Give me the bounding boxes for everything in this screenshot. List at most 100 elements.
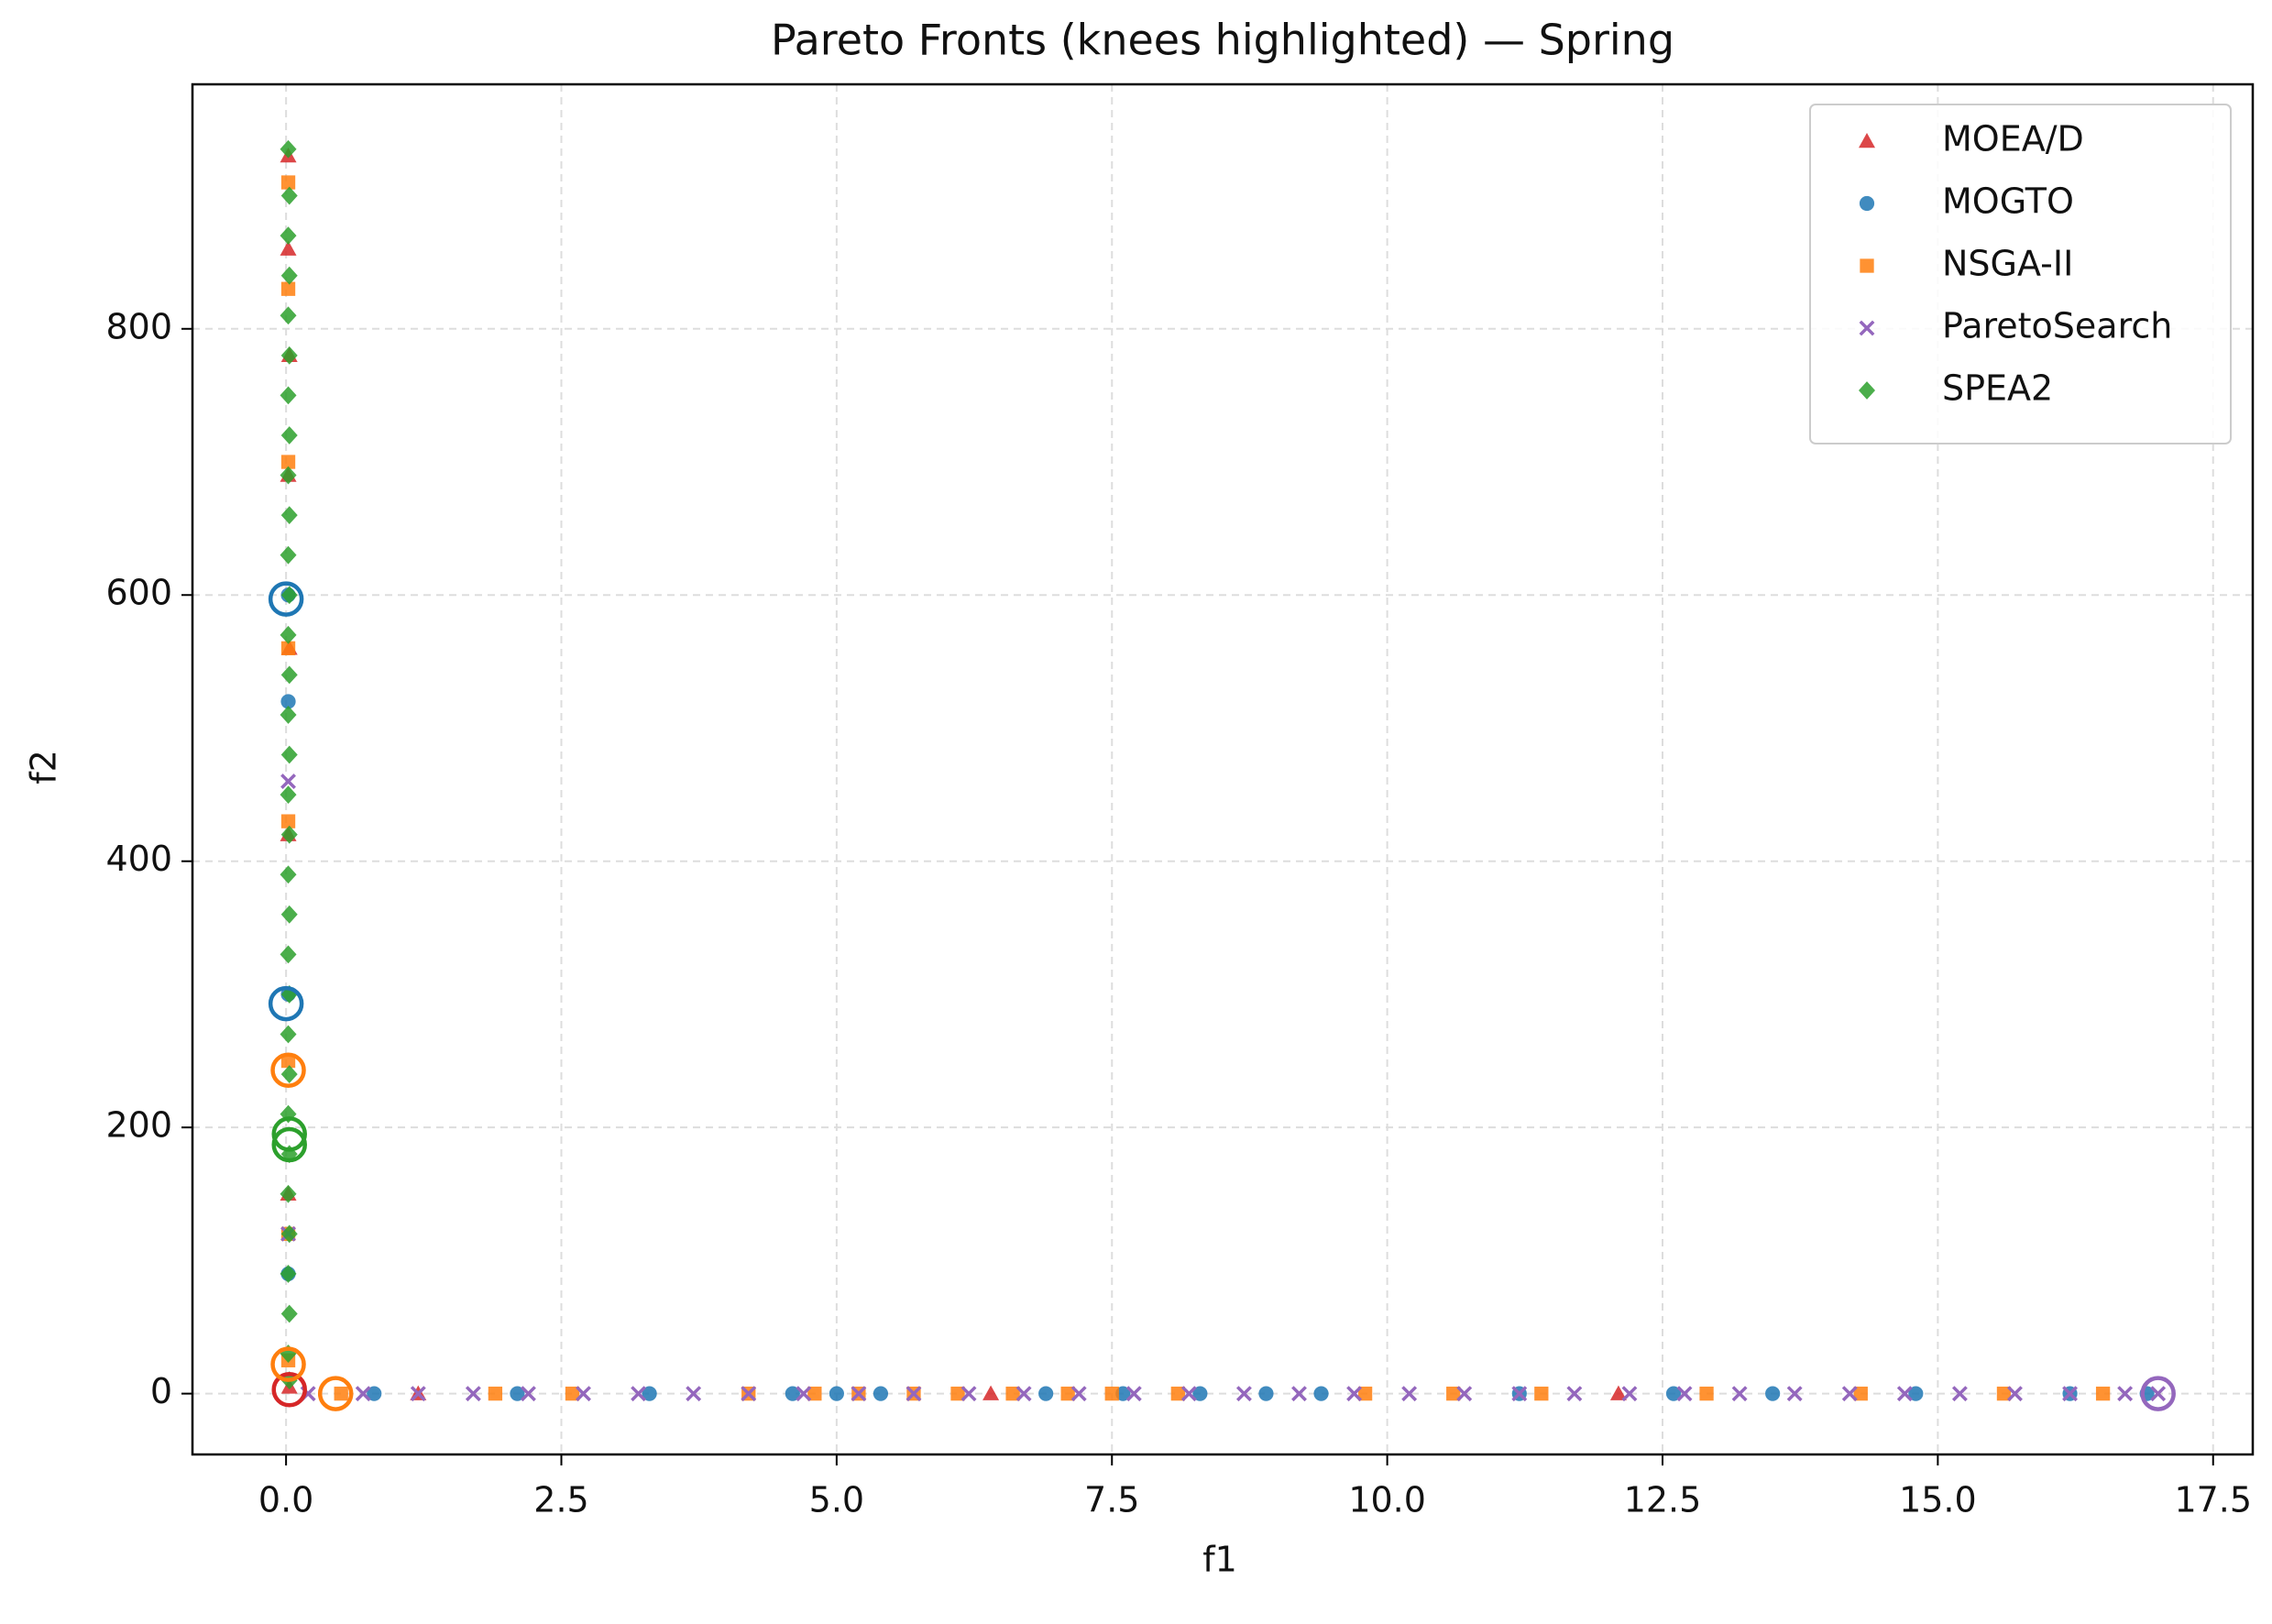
point [488,1386,503,1401]
point [280,139,297,159]
y-tick-label: 600 [105,573,172,613]
point [851,1386,867,1402]
point [280,1304,298,1323]
point [1699,1386,1714,1401]
point [280,1104,297,1124]
point [982,1385,1000,1400]
knee-marker [271,1372,307,1408]
point [280,466,297,485]
point [1951,1386,1968,1402]
point [576,1386,591,1402]
point [280,281,296,296]
knee-marker [270,1052,306,1088]
point [2007,1386,2023,1402]
point [410,1386,426,1402]
x-axis-label: f1 [1202,1540,1237,1580]
point [1765,1386,1781,1401]
point [280,625,297,644]
knee-marker [270,1346,306,1382]
x-tick-label: 0.0 [258,1480,313,1520]
x-tick-label: 17.5 [2174,1480,2252,1520]
point [1621,1386,1638,1402]
point [1676,1386,1693,1402]
point [785,1386,800,1401]
y-tick-label: 0 [150,1371,172,1411]
x-tick-label: 5.0 [809,1480,864,1520]
point [280,706,297,724]
point [280,306,297,325]
point [1180,1386,1197,1402]
plot-frame [191,82,2255,1456]
point [280,945,297,964]
point [1070,1386,1087,1402]
point [1346,1386,1363,1402]
point [1401,1386,1418,1402]
point [280,825,298,844]
point [280,865,297,884]
point [2117,1386,2134,1402]
knee-marker [271,1116,307,1152]
point [334,1386,348,1401]
point [1446,1386,1461,1401]
point [2095,1386,2111,1401]
point [1665,1386,1682,1401]
legend-marker [1859,133,1875,148]
point [280,545,297,565]
point [280,1025,297,1044]
point [510,1386,525,1401]
point [521,1386,536,1402]
point [2062,1386,2078,1402]
point [280,506,298,525]
legend: MOEA/D MOGTO NSGA-II ParetoSearch SPEA2 [1809,104,2232,444]
point [355,1386,371,1402]
point [1609,1385,1627,1400]
point [280,1184,297,1203]
knee-marker [271,1126,307,1163]
point [1534,1386,1549,1401]
legend-marker [1859,381,1875,400]
point [280,985,298,1004]
point [280,665,298,685]
y-tick-label: 200 [105,1105,172,1146]
y-axis-label: f2 [24,750,64,785]
point [1005,1386,1020,1401]
point [1853,1386,1868,1401]
point [1060,1386,1075,1401]
point [565,1386,580,1401]
knee-marker [2140,1376,2176,1411]
x-tick-label: 15.0 [1899,1480,1977,1520]
point [280,240,297,256]
point [960,1386,977,1402]
point [1192,1386,1208,1401]
point [280,1265,297,1283]
point [1015,1386,1032,1402]
point [1908,1386,1924,1401]
legend-label: MOEA/D [1942,119,2084,159]
point [280,814,296,828]
point [686,1386,702,1402]
point [906,1386,922,1402]
point [1104,1386,1119,1401]
point [280,175,296,190]
point [280,455,296,469]
point [1896,1386,1913,1402]
point [367,1386,382,1401]
point [1456,1386,1473,1402]
point [280,386,297,405]
y-tick-label: 800 [105,306,172,346]
point [280,426,298,444]
point [280,586,298,605]
x-tick-label: 7.5 [1084,1480,1139,1520]
point [1115,1386,1131,1401]
knee-marker [317,1376,354,1411]
plot-area [268,139,2176,1411]
point [1786,1386,1803,1402]
point [807,1386,822,1401]
x-tick-label: 10.0 [1348,1480,1426,1520]
point [1125,1386,1142,1402]
x-tick-label: 2.5 [533,1480,588,1520]
y-tick-label: 400 [105,839,172,879]
legend-label: MOGTO [1942,181,2074,222]
